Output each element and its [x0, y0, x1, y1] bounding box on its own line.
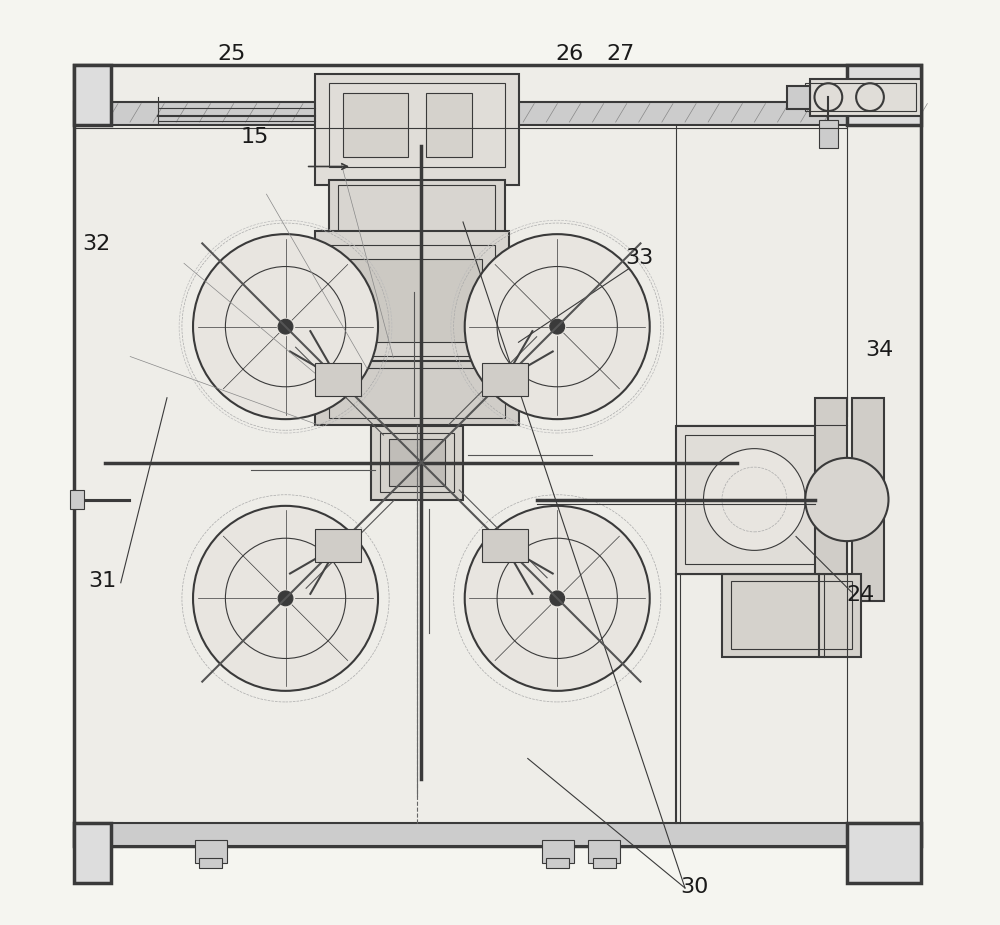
Bar	[199, 858, 222, 868]
Bar	[685, 435, 814, 564]
Bar	[329, 83, 505, 166]
Bar	[70, 490, 84, 509]
Bar	[74, 823, 111, 883]
Text: 30: 30	[680, 877, 709, 896]
Bar	[592, 858, 616, 868]
Text: 31: 31	[88, 572, 117, 591]
Bar	[315, 231, 509, 370]
Circle shape	[193, 506, 378, 691]
Bar	[343, 259, 482, 342]
Bar	[195, 840, 227, 863]
Bar	[370, 426, 463, 500]
Circle shape	[550, 591, 565, 606]
Bar	[731, 581, 852, 649]
Bar	[482, 529, 528, 562]
Text: 24: 24	[847, 586, 875, 605]
Bar	[847, 823, 921, 883]
Bar	[338, 185, 495, 231]
Text: 15: 15	[241, 128, 269, 147]
Bar	[389, 439, 444, 486]
Circle shape	[704, 449, 805, 550]
Circle shape	[193, 234, 378, 419]
Text: 27: 27	[606, 44, 635, 64]
Bar	[814, 398, 847, 601]
Text: 26: 26	[556, 44, 584, 64]
Text: 25: 25	[218, 44, 246, 64]
Bar	[315, 529, 361, 562]
Bar	[74, 65, 921, 846]
Bar	[329, 180, 505, 236]
Bar	[315, 361, 518, 426]
Bar	[847, 65, 921, 125]
Bar	[426, 92, 472, 157]
Circle shape	[465, 234, 650, 419]
Bar	[380, 433, 454, 492]
Bar	[74, 823, 921, 846]
Circle shape	[278, 319, 293, 334]
Bar	[588, 840, 620, 863]
Bar	[810, 79, 921, 116]
Bar	[74, 102, 921, 125]
Bar	[74, 65, 111, 125]
Bar	[482, 363, 528, 396]
Text: 33: 33	[625, 248, 653, 267]
Bar	[315, 363, 361, 396]
Circle shape	[550, 319, 565, 334]
Text: 34: 34	[865, 340, 894, 360]
Bar	[329, 368, 505, 418]
Bar	[546, 858, 569, 868]
Bar	[542, 840, 574, 863]
Bar	[787, 86, 810, 109]
Text: 32: 32	[82, 234, 110, 253]
Bar	[329, 245, 495, 356]
Bar	[805, 83, 916, 111]
Bar	[315, 74, 518, 185]
Bar	[819, 120, 838, 148]
Circle shape	[465, 506, 650, 691]
Bar	[852, 398, 884, 601]
Bar	[343, 92, 408, 157]
Bar	[722, 574, 861, 657]
Bar	[676, 426, 824, 574]
Circle shape	[805, 458, 889, 541]
Circle shape	[278, 591, 293, 606]
